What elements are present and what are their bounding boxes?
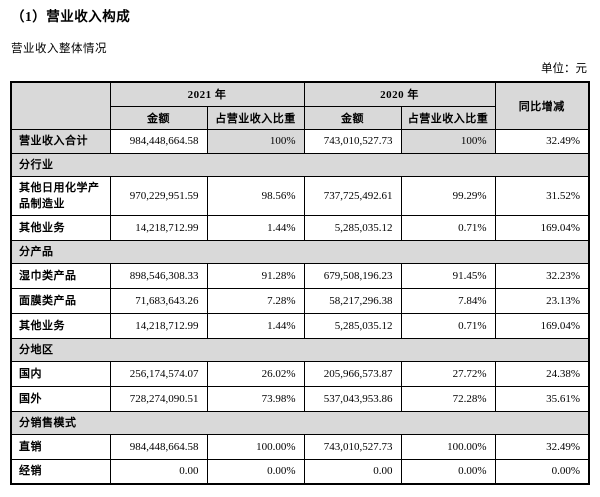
amount-2020-cell: 743,010,527.73 xyxy=(303,128,402,154)
ratio-2020-cell: 91.45% xyxy=(400,262,496,289)
ratio-2020-cell: 27.72% xyxy=(400,360,496,387)
amount-2021-cell: 970,229,951.59 xyxy=(109,175,208,216)
table-row: 面膜类产品 71,683,643.26 7.28% 58,217,296.38 7.84… xyxy=(10,287,590,314)
revenue-table: 2021 年 2020 年 同比增减 金额 占营业收入比重 金额 占营业收入比重… xyxy=(10,81,590,485)
unit-label: 单位：元 xyxy=(541,63,587,75)
ratio-2021-cell: 100% xyxy=(206,128,305,154)
header-corner-cell xyxy=(10,81,111,130)
yoy-cell: 24.38% xyxy=(494,360,590,387)
amount-2020-cell: 0.00 xyxy=(303,458,402,485)
table-row: 经销 0.00 0.00% 0.00 0.00% 0.00% xyxy=(10,458,590,485)
table-row: 国内 256,174,574.07 26.02% 205,966,573.87 27.7… xyxy=(10,360,590,387)
table-row: 国外 728,274,090.51 73.98% 537,043,953.86 72.2… xyxy=(10,385,590,412)
row-label-cell: 湿巾类产品 xyxy=(10,262,111,289)
ratio-2021-cell: 1.44% xyxy=(206,214,305,241)
ratio-2020-cell: 0.71% xyxy=(400,214,496,241)
revenue-table-body: 2021 年 2020 年 同比增减 金额 占营业收入比重 金额 占营业收入比重… xyxy=(10,81,590,485)
ratio-2021-cell: 73.98% xyxy=(206,385,305,412)
ratio-2021-cell: 0.00% xyxy=(206,458,305,485)
table-row: 其他日用化学产品制造业 970,229,951.59 98.56% 737,725,4… xyxy=(10,175,590,216)
header-row-years: 2021 年 2020 年 同比增减 xyxy=(10,81,590,130)
amount-2020-cell: 58,217,296.38 xyxy=(303,287,402,314)
header-amount-2021-cell: 金额 xyxy=(109,105,208,130)
row-label-cell: 直销 xyxy=(10,433,111,460)
ratio-2021-cell: 7.28% xyxy=(206,287,305,314)
table-row: 其他业务 14,218,712.99 1.44% 5,285,035.12 0.71% 1… xyxy=(10,214,590,241)
page-title: （1）营业收入构成 xyxy=(11,9,131,24)
yoy-cell: 169.04% xyxy=(494,214,590,241)
header-row-measures: 金额 占营业收入比重 金额 占营业收入比重 xyxy=(11,105,589,130)
header-year-2021-cell: 2021 年 xyxy=(109,81,305,107)
row-label-cell: 面膜类产品 xyxy=(10,287,111,314)
section-header-row: 分产品 xyxy=(10,239,590,264)
header-yoy-cell: 同比增减 xyxy=(494,81,590,130)
section-header-row: 分销售模式 xyxy=(10,410,590,435)
row-label-cell: 国内 xyxy=(10,360,111,387)
amount-2020-cell: 743,010,527.73 xyxy=(303,433,402,460)
header-amount-2020-cell: 金额 xyxy=(303,105,402,130)
table-row: 湿巾类产品 898,546,308.33 91.28% 679,508,196.23 9… xyxy=(10,262,590,289)
amount-2020-cell: 5,285,035.12 xyxy=(303,312,402,339)
section-header-row: 分地区 xyxy=(10,337,590,362)
ratio-2020-cell: 100.00% xyxy=(400,433,496,460)
amount-2021-cell: 728,274,090.51 xyxy=(109,385,208,412)
amount-2020-cell: 737,725,492.61 xyxy=(303,175,402,216)
yoy-cell: 32.23% xyxy=(494,262,590,289)
amount-2021-cell: 898,546,308.33 xyxy=(109,262,208,289)
row-label-cell: 其他日用化学产品制造业 xyxy=(10,175,111,216)
yoy-cell: 35.61% xyxy=(494,385,590,412)
amount-2020-cell: 5,285,035.12 xyxy=(303,214,402,241)
table-row: 其他业务 14,218,712.99 1.44% 5,285,035.12 0.71% 1… xyxy=(10,312,590,339)
section-label-cell: 分产品 xyxy=(10,239,590,264)
ratio-2020-cell: 0.00% xyxy=(400,458,496,485)
amount-2020-cell: 537,043,953.86 xyxy=(303,385,402,412)
amount-2021-cell: 984,448,664.58 xyxy=(109,128,208,154)
yoy-cell: 32.49% xyxy=(494,433,590,460)
header-ratio-2020-cell: 占营业收入比重 xyxy=(400,105,496,130)
amount-2020-cell: 679,508,196.23 xyxy=(303,262,402,289)
yoy-cell: 31.52% xyxy=(494,175,590,216)
ratio-2020-cell: 100% xyxy=(400,128,496,154)
amount-2020-cell: 205,966,573.87 xyxy=(303,360,402,387)
amount-2021-cell: 984,448,664.58 xyxy=(109,433,208,460)
yoy-cell: 169.04% xyxy=(494,312,590,339)
row-label-cell: 国外 xyxy=(10,385,111,412)
ratio-2021-cell: 91.28% xyxy=(206,262,305,289)
ratio-2020-cell: 0.71% xyxy=(400,312,496,339)
amount-2021-cell: 256,174,574.07 xyxy=(109,360,208,387)
row-label-cell: 经销 xyxy=(10,458,111,485)
ratio-2020-cell: 99.29% xyxy=(400,175,496,216)
section-subtitle: 营业收入整体情况 xyxy=(11,43,107,55)
section-label-cell: 分销售模式 xyxy=(10,410,590,435)
row-label-cell: 其他业务 xyxy=(10,312,111,339)
yoy-cell: 0.00% xyxy=(494,458,590,485)
yoy-cell: 23.13% xyxy=(494,287,590,314)
ratio-2021-cell: 98.56% xyxy=(206,175,305,216)
header-year-2020-cell: 2020 年 xyxy=(303,81,496,107)
section-header-row: 分行业 xyxy=(10,152,590,177)
yoy-cell: 32.49% xyxy=(494,128,590,154)
ratio-2021-cell: 1.44% xyxy=(206,312,305,339)
section-label-cell: 分地区 xyxy=(10,337,590,362)
ratio-2020-cell: 72.28% xyxy=(400,385,496,412)
amount-2021-cell: 71,683,643.26 xyxy=(109,287,208,314)
ratio-2021-cell: 100.00% xyxy=(206,433,305,460)
row-label-cell: 其他业务 xyxy=(10,214,111,241)
row-label-cell: 营业收入合计 xyxy=(10,128,111,154)
ratio-2021-cell: 26.02% xyxy=(206,360,305,387)
table-row: 直销 984,448,664.58 100.00% 743,010,527.73 100… xyxy=(10,433,590,460)
amount-2021-cell: 14,218,712.99 xyxy=(109,312,208,339)
section-label-cell: 分行业 xyxy=(10,152,590,177)
header-ratio-2021-cell: 占营业收入比重 xyxy=(206,105,305,130)
ratio-2020-cell: 7.84% xyxy=(400,287,496,314)
amount-2021-cell: 14,218,712.99 xyxy=(109,214,208,241)
amount-2021-cell: 0.00 xyxy=(109,458,208,485)
table-row: 营业收入合计 984,448,664.58 100% 743,010,527.73 10… xyxy=(10,128,590,154)
